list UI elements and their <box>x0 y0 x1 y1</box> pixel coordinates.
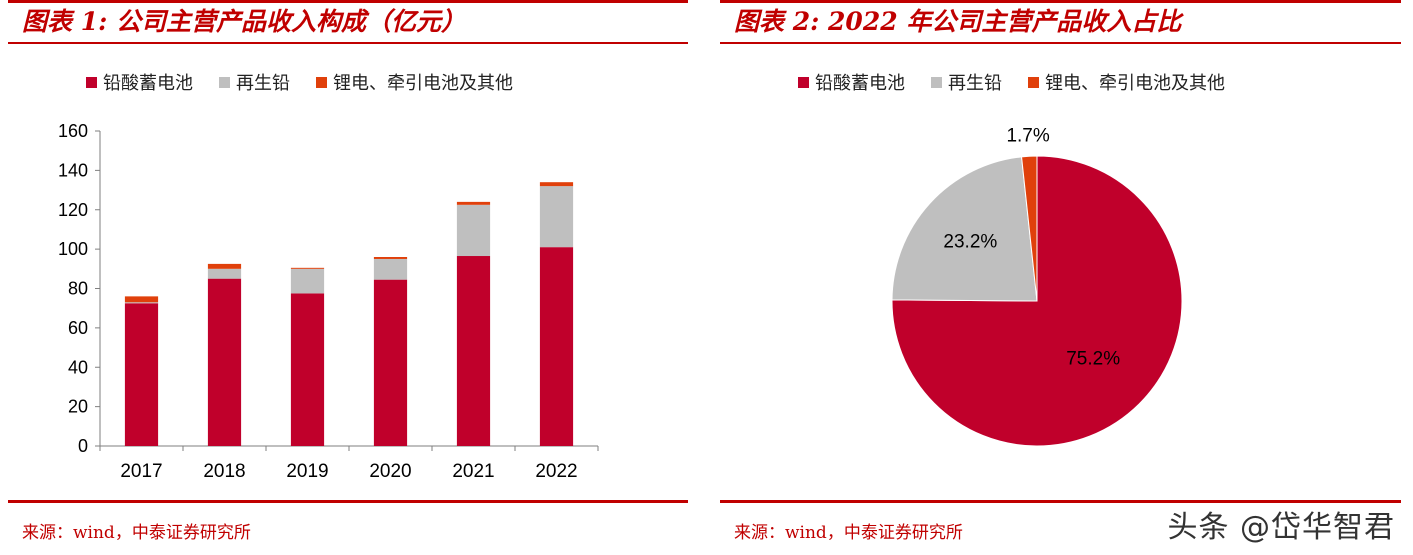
figure1-panel: 图表 1: 公司主营产品收入构成（亿元） 铅酸蓄电池 再生铅 锂电、牵引电池及其… <box>0 0 700 555</box>
legend-label: 锂电、牵引电池及其他 <box>333 73 513 94</box>
legend-item-lithium: 锂电、牵引电池及其他 <box>316 69 513 95</box>
bar-2019-series-2 <box>290 267 325 269</box>
figure1-legend: 铅酸蓄电池 再生铅 锂电、牵引电池及其他 <box>86 70 539 94</box>
bar-2022-series-2 <box>539 182 574 187</box>
bar-2021-series-1 <box>456 204 491 257</box>
title-rule <box>720 42 1401 44</box>
x-tick-label: 2022 <box>535 461 577 482</box>
x-tick-label: 2018 <box>203 461 245 482</box>
legend-item-lithium: 锂电、牵引电池及其他 <box>1028 69 1225 95</box>
legend-swatch <box>798 76 809 88</box>
bar-2018-series-1 <box>207 268 242 279</box>
legend-item-lead-acid: 铅酸蓄电池 <box>798 69 905 95</box>
watermark: 头条 @岱华智君 <box>1167 510 1395 545</box>
x-tick-label: 2017 <box>120 461 162 482</box>
y-tick-label: 20 <box>68 397 88 417</box>
x-tick-label: 2019 <box>286 461 328 482</box>
bar-2020-series-2 <box>373 257 408 259</box>
legend-swatch <box>219 76 230 88</box>
legend-swatch <box>931 76 942 88</box>
bar-2017-series-0 <box>124 303 159 446</box>
legend-swatch <box>86 76 97 88</box>
pie-chart: 75.2% 23.2% 1.7% <box>891 125 1183 447</box>
legend-item-recycled-lead: 再生铅 <box>219 69 290 95</box>
legend-label: 铅酸蓄电池 <box>103 73 193 94</box>
legend-label: 锂电、牵引电池及其他 <box>1045 73 1225 94</box>
figure2-title: 图表 2: 2022 年公司主营产品收入占比 <box>734 7 1182 36</box>
legend-swatch <box>1028 76 1039 88</box>
x-tick-label: 2021 <box>452 461 494 482</box>
y-tick-label: 0 <box>78 436 88 456</box>
pie-slice-0 <box>891 155 1183 447</box>
pie-data-label: 75.2% <box>1066 349 1120 370</box>
pie-data-label: 23.2% <box>943 232 997 253</box>
pie-data-label: 1.7% <box>1006 125 1049 146</box>
legend-label: 再生铅 <box>236 73 290 94</box>
figure2-panel: 图表 2: 2022 年公司主营产品收入占比 铅酸蓄电池 再生铅 锂电、牵引电池… <box>712 0 1413 555</box>
legend-label: 再生铅 <box>948 73 1002 94</box>
legend-swatch <box>316 76 327 88</box>
figure1-title: 图表 1: 公司主营产品收入构成（亿元） <box>22 7 467 36</box>
title-rule <box>8 42 688 44</box>
bar-2019-series-1 <box>290 268 325 294</box>
pie-slice-1 <box>891 156 1038 302</box>
figure2-source: 来源：wind，中泰证券研究所 <box>734 523 963 543</box>
y-tick-label: 80 <box>68 279 88 299</box>
y-tick-label: 140 <box>58 160 88 180</box>
bar-2022-series-1 <box>539 186 574 248</box>
bar-2020-series-0 <box>373 279 408 446</box>
top-rule <box>720 0 1401 3</box>
bar-2021-series-2 <box>456 201 491 205</box>
figure2-legend: 铅酸蓄电池 再生铅 锂电、牵引电池及其他 <box>798 70 1251 94</box>
bar-2020-series-1 <box>373 258 408 280</box>
bar-chart: 0 20 40 60 80 100 120 140 160 2017 2018 2019 2020 202… <box>58 121 599 482</box>
legend-label: 铅酸蓄电池 <box>815 73 905 94</box>
x-tick-label: 2020 <box>369 461 411 482</box>
legend-item-recycled-lead: 再生铅 <box>931 69 1002 95</box>
bottom-rule <box>8 500 688 503</box>
bar-2022-series-0 <box>539 247 574 446</box>
bar-2018-series-0 <box>207 278 242 446</box>
y-tick-label: 100 <box>58 239 88 259</box>
bar-2017-series-1 <box>124 302 159 304</box>
y-tick-label: 160 <box>58 121 88 141</box>
y-tick-label: 120 <box>58 200 88 220</box>
pie-slice-2 <box>1021 155 1038 302</box>
figure1-source: 来源：wind，中泰证券研究所 <box>22 523 251 543</box>
bar-2019-series-0 <box>290 293 325 446</box>
top-rule <box>8 0 688 3</box>
y-tick-label: 40 <box>68 357 88 377</box>
y-tick-label: 60 <box>68 318 88 338</box>
bottom-rule <box>720 500 1401 503</box>
bar-2017-series-2 <box>124 296 159 303</box>
bar-2018-series-2 <box>207 263 242 269</box>
bar-2021-series-0 <box>456 256 491 446</box>
legend-item-lead-acid: 铅酸蓄电池 <box>86 69 193 95</box>
